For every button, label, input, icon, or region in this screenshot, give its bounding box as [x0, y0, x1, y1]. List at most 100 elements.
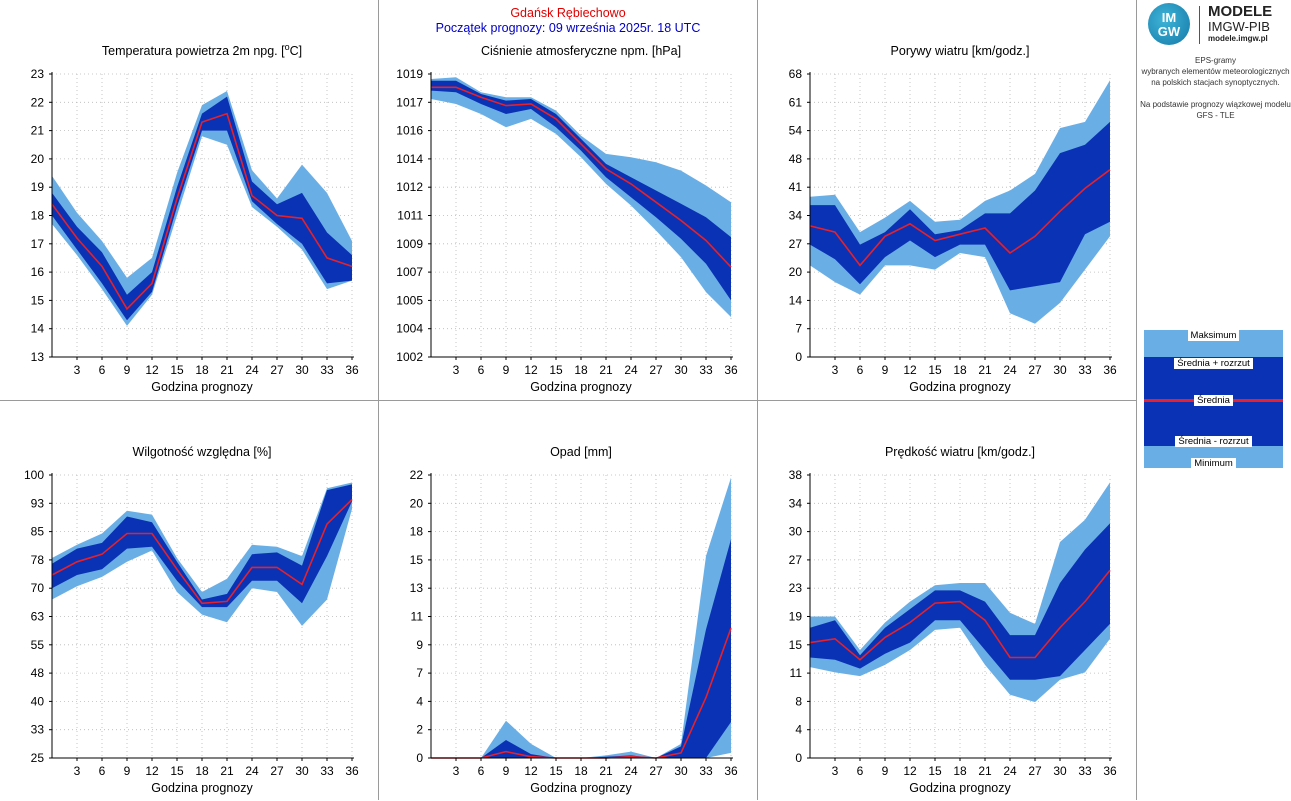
x-tick-label: 3 — [453, 764, 460, 778]
y-tick-label: 1012 — [396, 180, 423, 194]
x-tick-label: 6 — [99, 363, 106, 377]
y-tick-label: 15 — [31, 293, 45, 307]
y-tick-label: 40 — [31, 694, 45, 708]
y-tick-label: 14 — [31, 322, 45, 336]
x-tick-label: 6 — [478, 363, 485, 377]
x-tick-label: 9 — [882, 764, 889, 778]
mean-line — [431, 86, 732, 268]
y-tick-label: 13 — [410, 581, 424, 595]
x-tick-label: 15 — [170, 764, 184, 778]
y-tick-label: 38 — [789, 468, 803, 482]
y-tick-label: 33 — [31, 723, 45, 737]
x-tick-label: 27 — [1028, 764, 1042, 778]
chart-pres: Ciśnienie atmosferyczne npm. [hPa] 1002 10… — [396, 44, 738, 394]
y-tick-label: 22 — [410, 468, 424, 482]
x-tick-label: 21 — [220, 363, 234, 377]
chart-gust: Porywy wiatru [km/godz.] 0 7 14 20 27 34 41 48 54… — [789, 44, 1117, 394]
mean-line — [51, 112, 353, 311]
x-tick-label: 36 — [1103, 363, 1117, 377]
y-tick-label: 20 — [31, 152, 45, 166]
x-tick-label: 12 — [903, 764, 917, 778]
y-tick-label: 70 — [31, 581, 45, 595]
x-tick-label: 21 — [978, 363, 992, 377]
legend: Maksimum Średnia + rozrzut Średnia Średn… — [1144, 330, 1283, 469]
chart-title: Temperatura powietrza 2m npg. [oC] — [102, 42, 302, 58]
x-tick-label: 3 — [832, 363, 839, 377]
chart-panel-gust: Porywy wiatru [km/godz.] 0 7 14 20 27 34 41 48 54… — [758, 0, 1136, 400]
y-tick-label: 19 — [789, 610, 803, 624]
x-tick-label: 24 — [1003, 764, 1017, 778]
chart-panel-hum: Wilgotność względna [%] 25 33 40 48 55 63 70 78 8… — [0, 401, 378, 801]
y-tick-label: 9 — [416, 638, 423, 652]
range-band-spread — [52, 96, 352, 321]
x-tick-label: 9 — [124, 764, 131, 778]
y-tick-label: 2 — [416, 723, 423, 737]
y-tick-label: 78 — [31, 553, 45, 567]
y-tick-label: 0 — [795, 350, 802, 364]
legend-label-min: Minimum — [1191, 458, 1236, 469]
y-tick-label: 25 — [31, 751, 45, 765]
y-tick-label: 0 — [416, 751, 423, 765]
x-tick-label: 9 — [124, 363, 131, 377]
logo-title: MODELE — [1208, 3, 1273, 20]
x-tick-label: 36 — [1103, 764, 1117, 778]
y-tick-label: 55 — [31, 638, 45, 652]
station-name: Gdańsk Rębiechowo — [510, 6, 626, 20]
x-tick-label: 21 — [220, 764, 234, 778]
y-tick-label: 1009 — [396, 237, 423, 251]
x-tick-label: 18 — [195, 764, 209, 778]
x-tick-label: 12 — [145, 764, 159, 778]
y-tick-label: 4 — [795, 723, 802, 737]
x-axis-label: Godzina prognozy — [530, 781, 632, 795]
x-tick-label: 6 — [478, 764, 485, 778]
x-tick-label: 3 — [74, 363, 81, 377]
y-tick-label: 1002 — [396, 350, 423, 364]
x-tick-label: 3 — [74, 764, 81, 778]
y-tick-label: 11 — [790, 666, 803, 680]
forecast-start: Początek prognozy: 09 września 2025r. 18… — [435, 21, 701, 35]
chart-panel-wind: Prędkość wiatru [km/godz.] 0 4 8 11 15 19 23 27 3… — [758, 401, 1136, 801]
x-tick-label: 33 — [1078, 764, 1092, 778]
x-tick-label: 12 — [903, 363, 917, 377]
x-tick-label: 3 — [832, 764, 839, 778]
y-tick-label: 11 — [411, 610, 424, 624]
x-tick-label: 33 — [699, 363, 713, 377]
x-tick-label: 18 — [953, 363, 967, 377]
x-tick-label: 6 — [857, 363, 864, 377]
chart-title: Ciśnienie atmosferyczne npm. [hPa] — [481, 44, 681, 58]
y-tick-label: 15 — [789, 638, 803, 652]
divider — [1136, 0, 1137, 800]
logo-subtitle: IMGW-PIB — [1208, 19, 1270, 34]
y-tick-label: 68 — [789, 67, 803, 81]
x-tick-label: 15 — [170, 363, 184, 377]
y-tick-label: 27 — [789, 237, 803, 251]
y-tick-label: 93 — [31, 496, 45, 510]
x-tick-label: 30 — [1053, 764, 1067, 778]
y-tick-label: 63 — [31, 610, 45, 624]
y-tick-label: 18 — [410, 525, 424, 539]
y-tick-label: 19 — [31, 180, 45, 194]
y-tick-label: 8 — [795, 694, 802, 708]
x-tick-label: 6 — [99, 764, 106, 778]
x-tick-label: 21 — [599, 363, 613, 377]
x-tick-label: 12 — [524, 764, 538, 778]
x-tick-label: 12 — [524, 363, 538, 377]
x-tick-label: 9 — [503, 764, 510, 778]
chart-panel-temp: Temperatura powietrza 2m npg. [oC] 13 14 15… — [0, 0, 378, 400]
imgw-logo: IM GW MODELE IMGW-PIB modele.imgw.pl — [1140, 0, 1291, 48]
x-tick-label: 36 — [345, 764, 359, 778]
x-tick-label: 18 — [574, 363, 588, 377]
mean-line — [51, 498, 353, 605]
y-tick-label: 34 — [789, 209, 803, 223]
x-tick-label: 21 — [599, 764, 613, 778]
y-tick-label: 14 — [789, 293, 803, 307]
range-band-minmax — [431, 77, 731, 317]
y-tick-label: 4 — [416, 694, 423, 708]
y-tick-label: 1005 — [396, 293, 423, 307]
x-tick-label: 30 — [674, 363, 688, 377]
y-tick-label: 48 — [31, 666, 45, 680]
y-tick-label: 17 — [31, 237, 45, 251]
y-tick-label: 7 — [795, 322, 802, 336]
x-tick-label: 24 — [1003, 363, 1017, 377]
x-axis-label: Godzina prognozy — [530, 380, 632, 394]
